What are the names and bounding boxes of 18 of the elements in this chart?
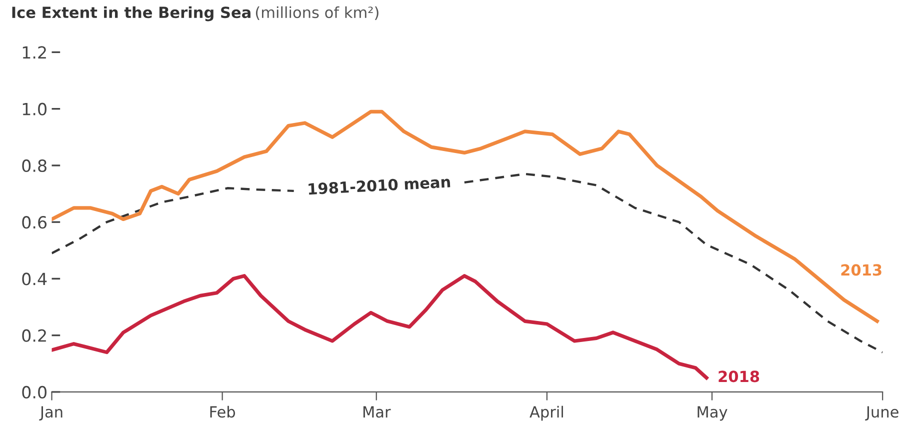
series-label: 2013 <box>841 264 882 276</box>
y-tick-label: 0.8 <box>22 159 46 172</box>
y-tick-label: 1.0 <box>22 102 46 116</box>
x-tick-label: April <box>530 406 563 421</box>
x-tick-label: Mar <box>363 406 391 418</box>
x-tick-label: May <box>698 406 728 421</box>
y-tick-label: 0.4 <box>22 272 47 286</box>
y-tick-label: 0.6 <box>22 216 47 229</box>
chart-title: Ice Extent in the Bering Sea <box>12 6 250 22</box>
y-tick-label: 0.0 <box>22 386 46 399</box>
y-tick-label: 0.2 <box>22 329 46 342</box>
x-tick-label: June <box>865 406 898 421</box>
x-tick-label: Jan <box>39 406 62 421</box>
y-axis-title: (millions of km²) <box>256 6 378 20</box>
series-label: 1981-2010 mean <box>308 176 450 195</box>
x-tick-label: Feb <box>210 406 236 418</box>
series-label: 2018 <box>718 370 760 382</box>
y-tick-label: 1.2 <box>22 46 46 59</box>
